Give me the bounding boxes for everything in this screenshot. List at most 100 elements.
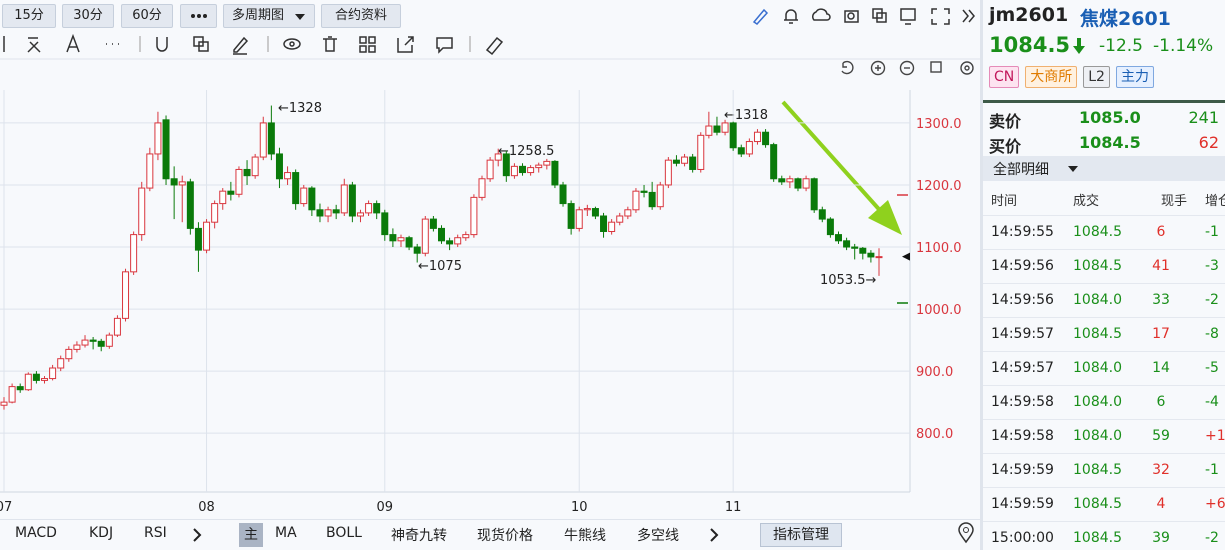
- candle-body: [705, 125, 713, 136]
- tool-icon[interactable]: [323, 36, 337, 52]
- tool-icon[interactable]: [397, 36, 414, 53]
- chevron[interactable]: [707, 527, 721, 543]
- column-header: 时间: [991, 194, 1018, 209]
- tool-icon[interactable]: [156, 37, 168, 52]
- candle-body: [519, 165, 527, 174]
- collapse-icon[interactable]: [962, 9, 975, 23]
- trade-time: 14:59:57: [991, 360, 1054, 376]
- candle-body: [583, 208, 591, 211]
- candle-body: [762, 131, 770, 146]
- down-arrow: [1073, 38, 1085, 54]
- trade-qty: 6: [1156, 224, 1166, 240]
- bid-price: 1084.5: [1079, 133, 1141, 152]
- candle-body: [381, 212, 389, 236]
- tool-icon[interactable]: [27, 37, 41, 53]
- trade-qty: 59: [1152, 428, 1170, 444]
- tool-icon[interactable]: [436, 37, 453, 54]
- alert-icon[interactable]: [784, 9, 798, 24]
- candle-body: [65, 348, 73, 360]
- candle-body: [737, 147, 745, 155]
- candle-body: [219, 190, 227, 205]
- candle-body: [146, 153, 154, 189]
- dots-icon: [191, 14, 207, 18]
- candle-body: [348, 184, 356, 217]
- tool-icon[interactable]: [283, 38, 301, 50]
- column-header: 现手: [1161, 194, 1188, 209]
- indicator[interactable]: RSI: [144, 525, 167, 541]
- tool-icon[interactable]: [198, 41, 209, 52]
- period-30[interactable]: 30分: [62, 4, 114, 28]
- tab-label[interactable]: 全部明细: [993, 162, 1049, 178]
- more-button[interactable]: [180, 4, 217, 28]
- multi-label: 多周期图: [232, 8, 285, 23]
- trade-price: 1084.0: [1073, 360, 1122, 376]
- candle-body: [413, 246, 421, 254]
- candle-body: [373, 203, 381, 214]
- candle-body: [664, 159, 672, 186]
- contract-info[interactable]: 合约资料: [321, 4, 401, 28]
- period-15[interactable]: 15分: [2, 4, 56, 28]
- undo-icon[interactable]: [841, 60, 854, 75]
- indicator[interactable]: 神奇九转: [391, 528, 447, 544]
- settings-icon[interactable]: [960, 61, 974, 75]
- indicator-manage[interactable]: 指标管理: [760, 523, 842, 547]
- trade-qty: 17: [1152, 326, 1170, 342]
- tool-icon[interactable]: [485, 36, 504, 56]
- change-pct: -1.14%: [1153, 36, 1214, 56]
- candle-body: [122, 271, 130, 319]
- candle-body: [421, 218, 429, 254]
- indicator[interactable]: MA: [275, 525, 297, 541]
- cloud-icon[interactable]: [812, 8, 831, 21]
- candle-body: [843, 240, 851, 248]
- tool-icon[interactable]: [66, 33, 80, 53]
- candle-body: [867, 252, 875, 258]
- annotation: ←1318: [724, 108, 768, 123]
- candle-body: [810, 178, 818, 211]
- candle-body: [389, 234, 397, 242]
- tool-icon[interactable]: [233, 36, 249, 55]
- layout-icon[interactable]: [930, 61, 942, 73]
- multi-period[interactable]: 多周期图: [223, 4, 315, 28]
- candle-body: [16, 386, 24, 391]
- indicator[interactable]: 牛熊线: [564, 528, 606, 544]
- chevron[interactable]: [190, 527, 204, 543]
- draw-icon[interactable]: [752, 8, 769, 25]
- indicator[interactable]: BOLL: [326, 525, 362, 541]
- fullscreen-icon[interactable]: [931, 8, 950, 25]
- candle-body: [721, 122, 729, 133]
- indicator[interactable]: 现货价格: [477, 528, 533, 544]
- candle-body: [162, 119, 170, 180]
- candle-body: [170, 178, 178, 186]
- tool-icon: [368, 36, 376, 44]
- candle-body: [251, 156, 259, 177]
- trade-qty: 41: [1152, 258, 1170, 274]
- indicator[interactable]: KDJ: [89, 525, 114, 541]
- camera-icon[interactable]: [844, 10, 859, 23]
- trade-price: 1084.5: [1073, 258, 1122, 274]
- candle-body: [567, 203, 575, 229]
- zoom-in[interactable]: [870, 60, 886, 76]
- candle-body: [697, 134, 705, 170]
- candle-body: [624, 209, 632, 217]
- candle-body: [49, 367, 57, 380]
- screen-icon[interactable]: [900, 8, 916, 21]
- candle-body: [243, 168, 251, 177]
- bid-label: 买价: [989, 137, 1022, 156]
- candle-body: [203, 221, 211, 251]
- trade-qty: 33: [1152, 292, 1170, 308]
- period-60[interactable]: 60分: [121, 4, 173, 28]
- tool-icon[interactable]: [359, 36, 367, 44]
- settings-core: [964, 65, 970, 71]
- indicator[interactable]: 多空线: [637, 528, 679, 544]
- candle-body: [535, 164, 543, 169]
- row-divider: [983, 215, 1225, 216]
- indicator[interactable]: MACD: [15, 525, 57, 541]
- trend-arrow: [781, 100, 902, 235]
- x-tick-label: 07: [0, 500, 12, 515]
- trade-oi: -1: [1205, 462, 1219, 478]
- zoom-out[interactable]: [899, 60, 915, 76]
- splitter: [980, 0, 983, 550]
- candle-body: [332, 209, 340, 214]
- location-icon[interactable]: [956, 522, 976, 544]
- y-tick-label: 1000.0: [916, 303, 962, 318]
